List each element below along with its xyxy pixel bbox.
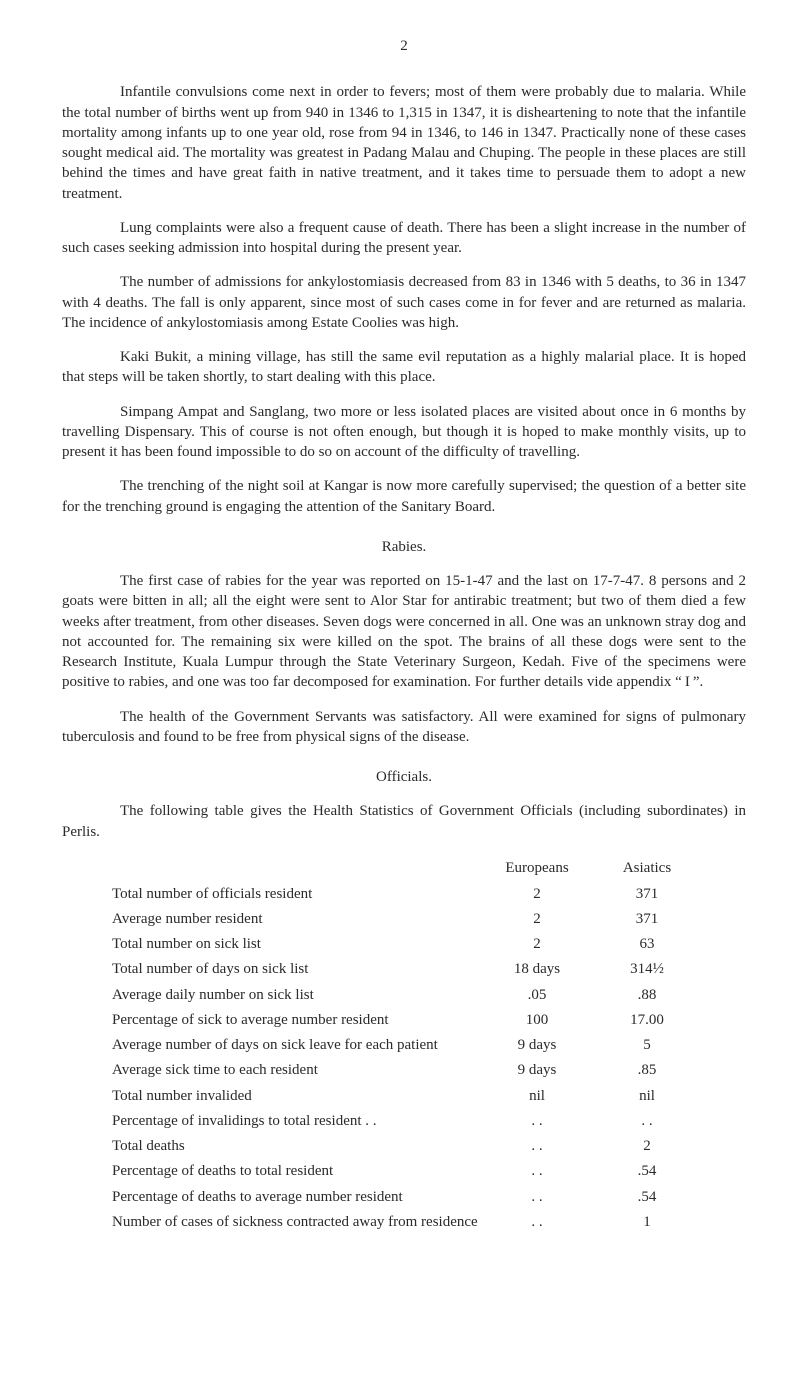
- paragraph-1: Infantile convulsions come next in order…: [62, 82, 746, 204]
- table-row: Total number of days on sick list18 days…: [112, 957, 702, 982]
- row-asiatics: 1: [592, 1209, 702, 1234]
- row-europeans: . .: [482, 1134, 592, 1159]
- table-row: Total number of officials resident2371: [112, 881, 702, 906]
- row-label: Total number of days on sick list: [112, 957, 482, 982]
- row-europeans: . .: [482, 1159, 592, 1184]
- row-asiatics: 2: [592, 1134, 702, 1159]
- table-row: Percentage of deaths to average number r…: [112, 1184, 702, 1209]
- table-row: Percentage of invalidings to total resid…: [112, 1108, 702, 1133]
- paragraph-8: The health of the Government Servants wa…: [62, 707, 746, 748]
- table-row: Total deaths. .2: [112, 1134, 702, 1159]
- table-row: Total number on sick list263: [112, 932, 702, 957]
- row-label: Average sick time to each resident: [112, 1058, 482, 1083]
- paragraph-3: The number of admissions for ankylostomi…: [62, 272, 746, 333]
- row-asiatics: 371: [592, 881, 702, 906]
- row-label: Total number on sick list: [112, 932, 482, 957]
- row-asiatics: .54: [592, 1159, 702, 1184]
- row-europeans: 2: [482, 881, 592, 906]
- row-label: Percentage of deaths to average number r…: [112, 1184, 482, 1209]
- row-asiatics: 314½: [592, 957, 702, 982]
- table-row: Average number resident2371: [112, 906, 702, 931]
- row-label: Percentage of sick to average number res…: [112, 1007, 482, 1032]
- row-label: Percentage of invalidings to total resid…: [112, 1108, 482, 1133]
- row-label: Average number resident: [112, 906, 482, 931]
- row-asiatics: .88: [592, 982, 702, 1007]
- row-asiatics: .85: [592, 1058, 702, 1083]
- row-europeans: 9 days: [482, 1058, 592, 1083]
- table-row: Average daily number on sick list.05.88: [112, 982, 702, 1007]
- page-number: 2: [62, 36, 746, 56]
- section-heading-rabies: Rabies.: [62, 537, 746, 557]
- paragraph-6: The trenching of the night soil at Kanga…: [62, 476, 746, 517]
- col-head-asiatics: Asiatics: [592, 856, 702, 881]
- row-asiatics: 17.00: [592, 1007, 702, 1032]
- row-asiatics: 5: [592, 1033, 702, 1058]
- row-europeans: 2: [482, 932, 592, 957]
- paragraph-4: Kaki Bukit, a mining village, has still …: [62, 347, 746, 388]
- row-europeans: . .: [482, 1209, 592, 1234]
- table-row: Percentage of sick to average number res…: [112, 1007, 702, 1032]
- table-row: Average number of days on sick leave for…: [112, 1033, 702, 1058]
- row-europeans: 9 days: [482, 1033, 592, 1058]
- table-row: Average sick time to each resident9 days…: [112, 1058, 702, 1083]
- table-header-row: Europeans Asiatics: [112, 856, 702, 881]
- table-row: Number of cases of sickness contracted a…: [112, 1209, 702, 1234]
- table-row: Total number invalidednilnil: [112, 1083, 702, 1108]
- row-europeans: .05: [482, 982, 592, 1007]
- table-row: Percentage of deaths to total resident. …: [112, 1159, 702, 1184]
- row-asiatics: 371: [592, 906, 702, 931]
- paragraph-5: Simpang Ampat and Sanglang, two more or …: [62, 402, 746, 463]
- row-label: Total deaths: [112, 1134, 482, 1159]
- row-europeans: nil: [482, 1083, 592, 1108]
- col-head-europeans: Europeans: [482, 856, 592, 881]
- row-asiatics: 63: [592, 932, 702, 957]
- row-europeans: 2: [482, 906, 592, 931]
- row-label: Average number of days on sick leave for…: [112, 1033, 482, 1058]
- row-label: Total number of officials resident: [112, 881, 482, 906]
- row-label: Total number invalided: [112, 1083, 482, 1108]
- row-label: Number of cases of sickness contracted a…: [112, 1209, 482, 1234]
- row-europeans: 100: [482, 1007, 592, 1032]
- section-heading-officials: Officials.: [62, 767, 746, 787]
- row-europeans: . .: [482, 1108, 592, 1133]
- row-europeans: . .: [482, 1184, 592, 1209]
- paragraph-2: Lung complaints were also a frequent cau…: [62, 218, 746, 259]
- row-europeans: 18 days: [482, 957, 592, 982]
- row-label: Percentage of deaths to total resident: [112, 1159, 482, 1184]
- row-asiatics: . .: [592, 1108, 702, 1133]
- row-asiatics: nil: [592, 1083, 702, 1108]
- row-label: Average daily number on sick list: [112, 982, 482, 1007]
- paragraph-7: The first case of rabies for the year wa…: [62, 571, 746, 693]
- row-asiatics: .54: [592, 1184, 702, 1209]
- paragraph-9: The following table gives the Health Sta…: [62, 801, 746, 842]
- officials-stats-table: Europeans Asiatics Total number of offic…: [112, 856, 702, 1235]
